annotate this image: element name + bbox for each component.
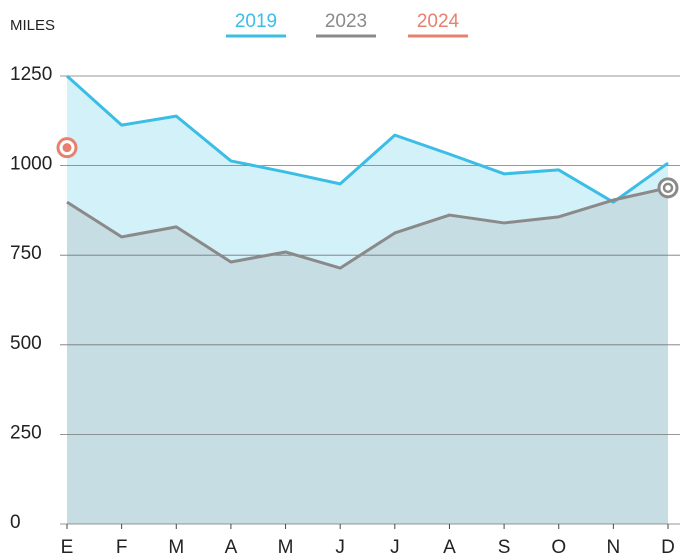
y-axis-label: MILES — [10, 17, 55, 34]
x-tick-label: E — [61, 537, 74, 557]
legend-label: 2023 — [325, 11, 367, 32]
y-tick-label: 750 — [10, 243, 42, 264]
line — [65, 74, 669, 204]
line — [66, 186, 669, 270]
y-tick-label: 0 — [10, 512, 21, 533]
legend-label: 2024 — [417, 11, 460, 32]
x-tick-label: A — [443, 537, 456, 557]
x-tick-label: M — [278, 537, 294, 557]
y-tick-label: 500 — [10, 333, 42, 354]
x-tick-label: J — [335, 537, 345, 557]
end-marker — [657, 177, 679, 199]
x-tick-label: O — [551, 537, 566, 557]
area — [67, 187, 668, 524]
x-tick-label: J — [390, 537, 400, 557]
x-tick-label: F — [116, 537, 128, 557]
x-tick-label: S — [498, 537, 511, 557]
legend-label: 2019 — [235, 11, 277, 32]
end-marker-dot — [662, 182, 674, 194]
y-tick-label: 1000 — [10, 154, 52, 175]
point — [62, 143, 72, 153]
y-tick-label: 250 — [10, 422, 42, 443]
y-tick-label: 1250 — [10, 64, 52, 85]
x-tick-label: A — [225, 537, 238, 557]
x-tick-label: N — [606, 537, 620, 557]
x-tick-label: M — [168, 537, 184, 557]
x-tick-label: D — [661, 537, 675, 557]
